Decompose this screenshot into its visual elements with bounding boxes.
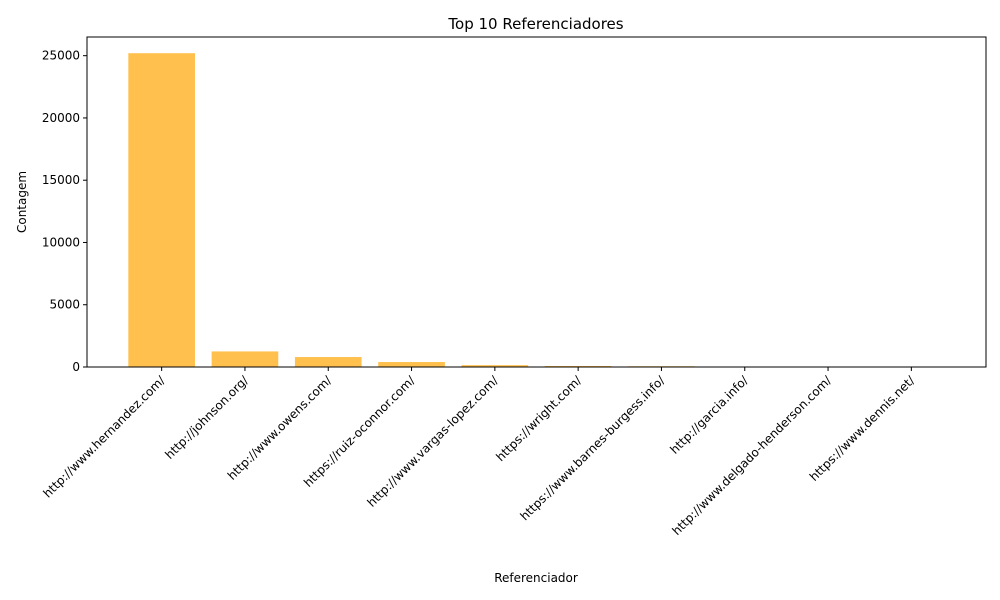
y-axis-label: Contagem xyxy=(15,171,29,233)
x-tick-label-5: https://wright.com/ xyxy=(493,373,585,465)
plot-frame xyxy=(86,36,987,368)
y-axis: 0 5000 10000 15000 20000 25000 xyxy=(42,49,87,374)
y-tick-label-2: 10000 xyxy=(42,235,80,249)
x-tick-label-0: http://www.hernandez.com/ xyxy=(41,373,169,501)
chart-title: Top 10 Referenciadores xyxy=(447,15,623,33)
x-tick-label-8: http://www.delgado-henderson.com/ xyxy=(669,373,834,538)
bar-4 xyxy=(461,365,529,367)
x-axis-label: Referenciador xyxy=(494,571,578,585)
bar-1 xyxy=(211,351,279,367)
bar-3 xyxy=(378,362,445,367)
x-tick-label-6: https://www.barnes-burgess.info/ xyxy=(517,373,668,524)
x-axis: http://www.hernandez.com/http://johnson.… xyxy=(41,367,918,538)
y-tick-label-1: 5000 xyxy=(49,298,80,312)
bar-2 xyxy=(294,357,362,367)
x-tick-label-1: http://johnson.org/ xyxy=(162,373,251,462)
bars-group xyxy=(128,53,945,367)
x-tick-label-4: http://www.vargas-lopez.com/ xyxy=(364,373,501,510)
y-tick-label-4: 20000 xyxy=(42,111,80,125)
x-tick-label-7: http://garcia.info/ xyxy=(667,373,751,457)
bar-0 xyxy=(128,53,195,367)
y-tick-label-5: 25000 xyxy=(42,49,80,63)
y-tick-label-0: 0 xyxy=(72,360,80,374)
y-tick-label-3: 15000 xyxy=(42,173,80,187)
